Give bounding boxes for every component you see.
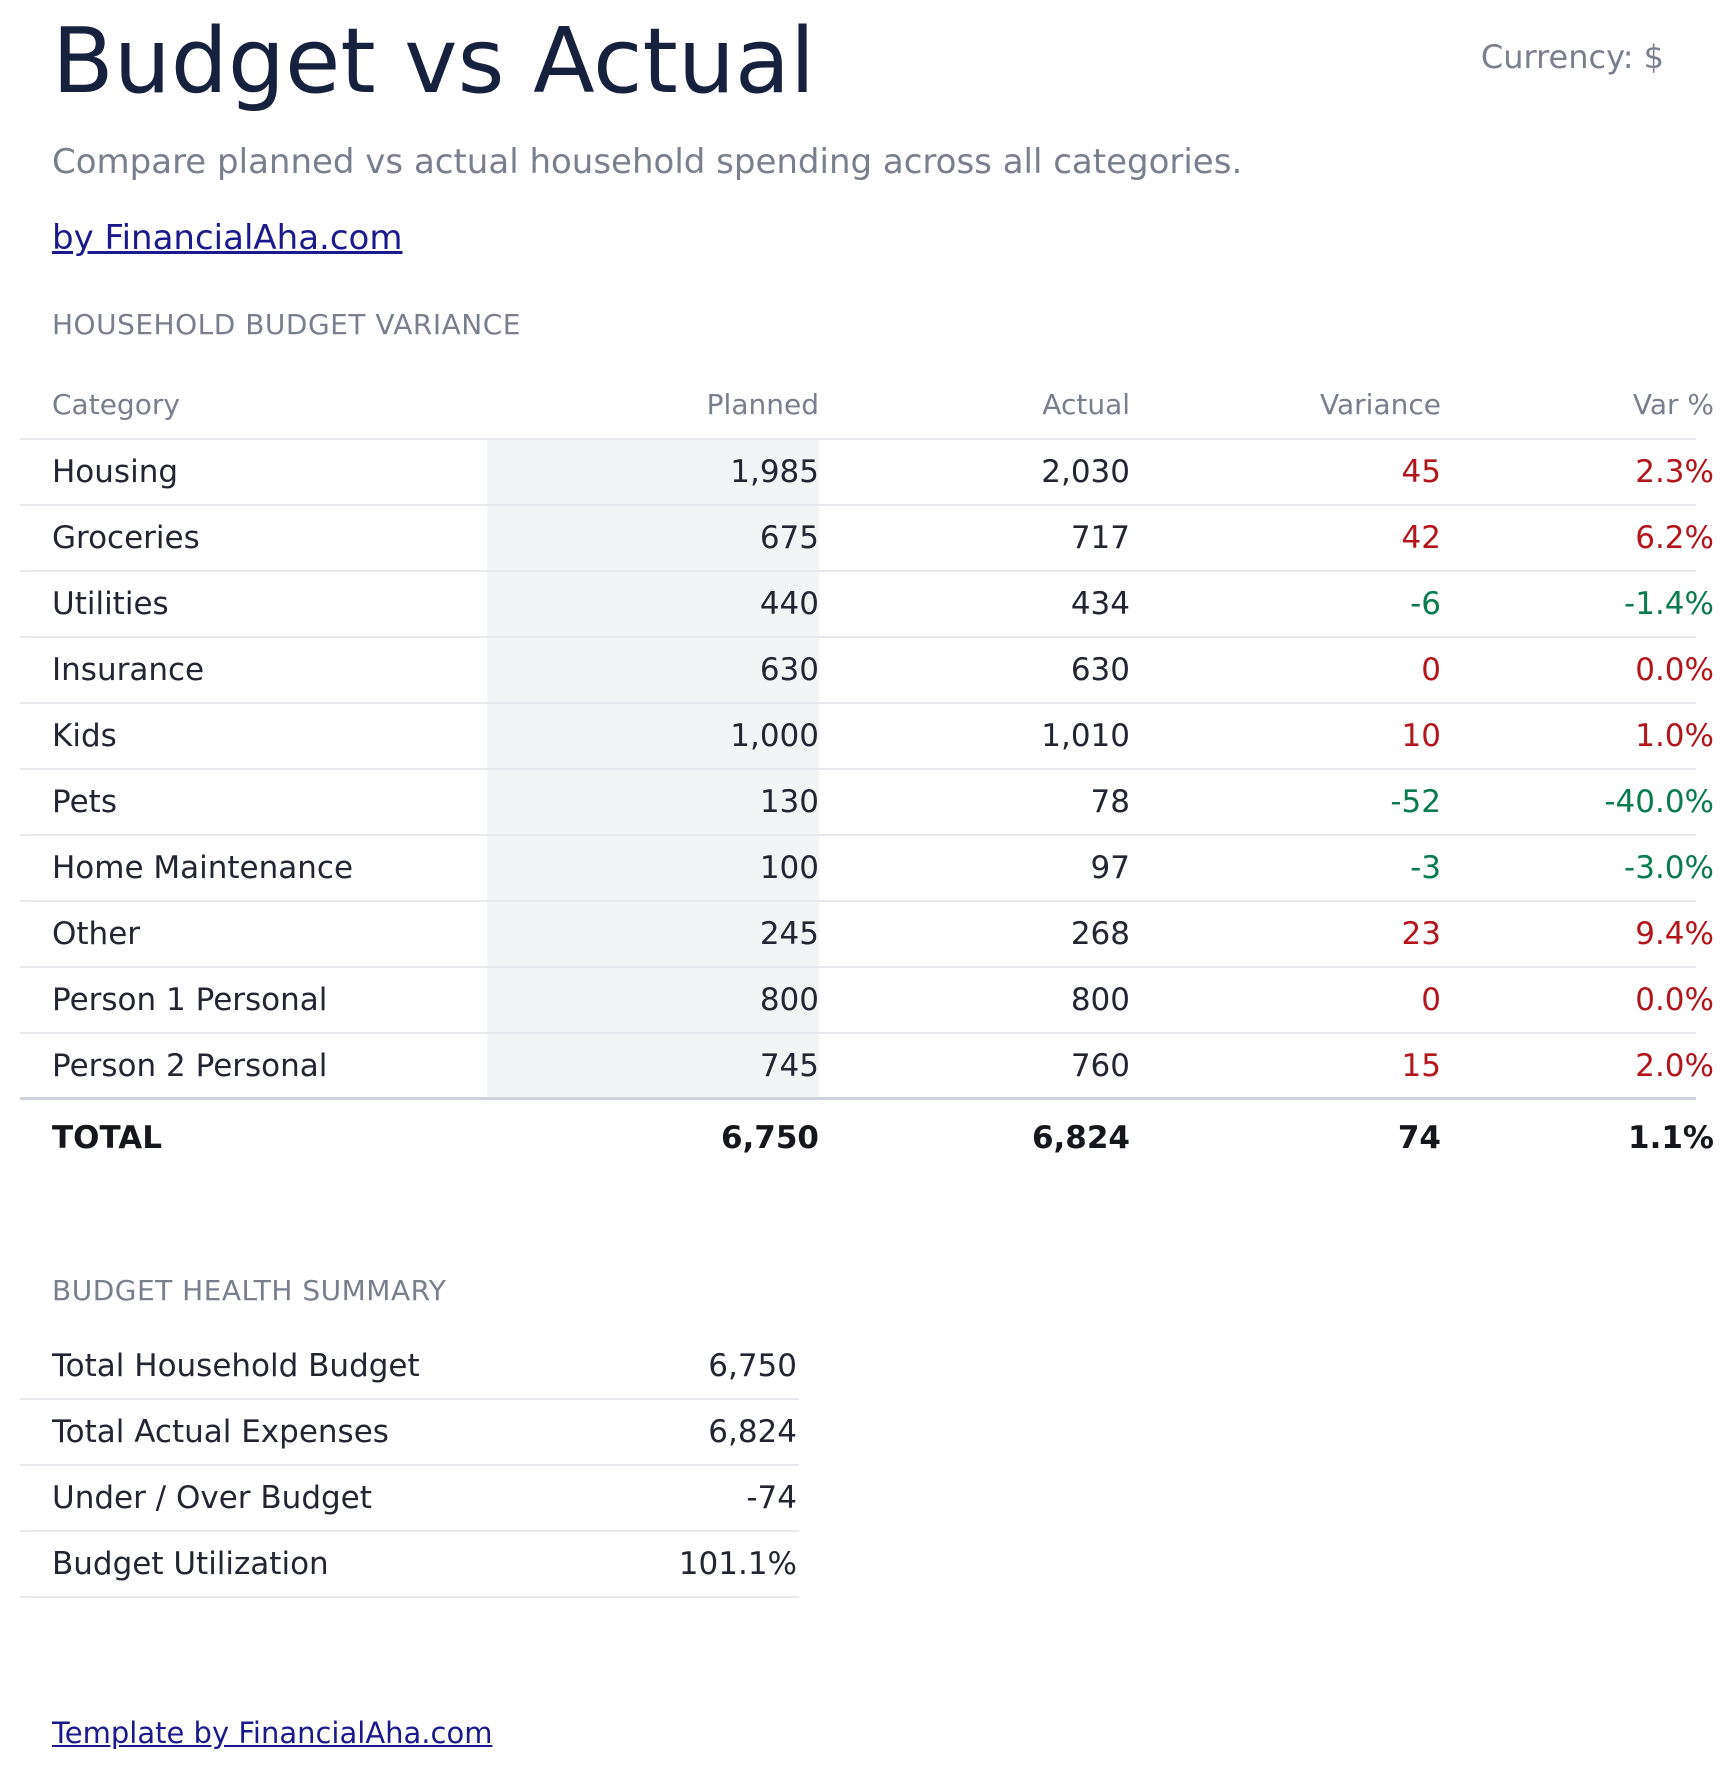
summary-row: Total Household Budget 6,750	[20, 1334, 799, 1400]
planned-cell: 675	[487, 506, 819, 570]
summary-value: 6,750	[708, 1348, 797, 1384]
summary-label: Total Household Budget	[52, 1348, 420, 1384]
planned-cell: 745	[487, 1034, 819, 1097]
var-pct-cell: 0.0%	[1635, 652, 1714, 688]
table-row: Utilities 440 434 -6 -1.4%	[20, 572, 1714, 638]
variance-cell: 23	[1401, 916, 1441, 952]
actual-cell: 630	[1070, 652, 1130, 688]
table-row: Other 245 268 23 9.4%	[20, 902, 1714, 968]
var-pct-cell: 2.0%	[1635, 1047, 1714, 1084]
actual-cell: 760	[1070, 1047, 1130, 1084]
category-cell: Person 2 Personal	[52, 1047, 328, 1084]
var-pct-cell: 6.2%	[1635, 520, 1714, 556]
category-cell: Other	[52, 916, 141, 952]
var-pct-cell: -40.0%	[1604, 784, 1714, 820]
variance-section-label: HOUSEHOLD BUDGET VARIANCE	[52, 308, 521, 341]
column-header-variance: Variance	[1320, 387, 1441, 421]
page-title: Budget vs Actual	[52, 9, 816, 114]
planned-cell: 1,985	[487, 440, 819, 504]
total-row: TOTAL 6,750 6,824 74 1.1%	[20, 1100, 1714, 1176]
summary-label: Under / Over Budget	[52, 1480, 372, 1516]
table-row: Kids 1,000 1,010 10 1.0%	[20, 704, 1714, 770]
actual-cell: 97	[1090, 850, 1130, 886]
summary-value: 101.1%	[678, 1546, 797, 1582]
planned-cell: 630	[487, 638, 819, 702]
planned-cell: 130	[487, 770, 819, 834]
table-row: Person 2 Personal 745 760 15 2.0%	[20, 1034, 1714, 1100]
actual-cell: 434	[1070, 586, 1130, 622]
total-actual: 6,824	[1031, 1120, 1130, 1156]
summary-value: 6,824	[708, 1414, 797, 1450]
currency-label: Currency: $	[1480, 38, 1664, 76]
summary-label: Budget Utilization	[52, 1546, 329, 1582]
total-label: TOTAL	[52, 1120, 162, 1156]
page-subtitle: Compare planned vs actual household spen…	[52, 142, 1243, 182]
actual-cell: 78	[1090, 784, 1130, 820]
category-cell: Kids	[52, 718, 117, 754]
planned-cell: 440	[487, 572, 819, 636]
table-row: Insurance 630 630 0 0.0%	[20, 638, 1714, 704]
variance-cell: 42	[1401, 520, 1441, 556]
table-row: Person 1 Personal 800 800 0 0.0%	[20, 968, 1714, 1034]
variance-cell: 15	[1401, 1047, 1441, 1084]
var-pct-cell: -3.0%	[1624, 850, 1714, 886]
variance-cell: 45	[1401, 454, 1441, 490]
variance-cell: -3	[1410, 850, 1441, 886]
table-row: Housing 1,985 2,030 45 2.3%	[20, 440, 1714, 506]
table-row: Home Maintenance 100 97 -3 -3.0%	[20, 836, 1714, 902]
actual-cell: 268	[1070, 916, 1130, 952]
planned-cell: 1,000	[487, 704, 819, 768]
var-pct-cell: 9.4%	[1635, 916, 1714, 952]
column-header-planned: Planned	[706, 387, 819, 421]
actual-cell: 1,010	[1041, 718, 1130, 754]
summary-section-label: BUDGET HEALTH SUMMARY	[52, 1274, 447, 1307]
variance-table-header: Category Planned Actual Variance Var %	[20, 370, 1714, 440]
summary-row: Under / Over Budget -74	[20, 1466, 799, 1532]
summary-value: -74	[746, 1480, 797, 1516]
variance-cell: 0	[1421, 652, 1441, 688]
total-planned: 6,750	[720, 1120, 819, 1156]
summary-label: Total Actual Expenses	[52, 1414, 389, 1450]
actual-cell: 800	[1070, 982, 1130, 1018]
table-row: Groceries 675 717 42 6.2%	[20, 506, 1714, 572]
category-cell: Groceries	[52, 520, 200, 556]
var-pct-cell: 0.0%	[1635, 982, 1714, 1018]
column-header-var-pct: Var %	[1632, 387, 1714, 421]
planned-cell: 800	[487, 968, 819, 1032]
variance-cell: 10	[1401, 718, 1441, 754]
var-pct-cell: 2.3%	[1635, 454, 1714, 490]
var-pct-cell: 1.0%	[1635, 718, 1714, 754]
footer-template-link[interactable]: Template by FinancialAha.com	[52, 1716, 493, 1750]
category-cell: Person 1 Personal	[52, 982, 328, 1018]
variance-table: Category Planned Actual Variance Var % H…	[20, 370, 1714, 1176]
category-cell: Insurance	[52, 652, 205, 688]
planned-cell: 245	[487, 902, 819, 966]
summary-row: Total Actual Expenses 6,824	[20, 1400, 799, 1466]
category-cell: Home Maintenance	[52, 850, 354, 886]
category-cell: Utilities	[52, 586, 169, 622]
total-var-pct: 1.1%	[1628, 1120, 1714, 1156]
variance-cell: -52	[1390, 784, 1441, 820]
summary-row: Budget Utilization 101.1%	[20, 1532, 799, 1598]
planned-cell: 100	[487, 836, 819, 900]
total-variance: 74	[1397, 1120, 1441, 1156]
variance-cell: -6	[1410, 586, 1441, 622]
actual-cell: 717	[1070, 520, 1130, 556]
actual-cell: 2,030	[1041, 454, 1130, 490]
variance-cell: 0	[1421, 982, 1441, 1018]
column-header-actual: Actual	[1042, 387, 1130, 421]
table-row: Pets 130 78 -52 -40.0%	[20, 770, 1714, 836]
brand-link[interactable]: by FinancialAha.com	[52, 218, 403, 258]
budget-summary-table: Total Household Budget 6,750 Total Actua…	[20, 1334, 799, 1598]
column-header-category: Category	[52, 387, 180, 421]
var-pct-cell: -1.4%	[1624, 586, 1714, 622]
category-cell: Housing	[52, 454, 179, 490]
category-cell: Pets	[52, 784, 117, 820]
